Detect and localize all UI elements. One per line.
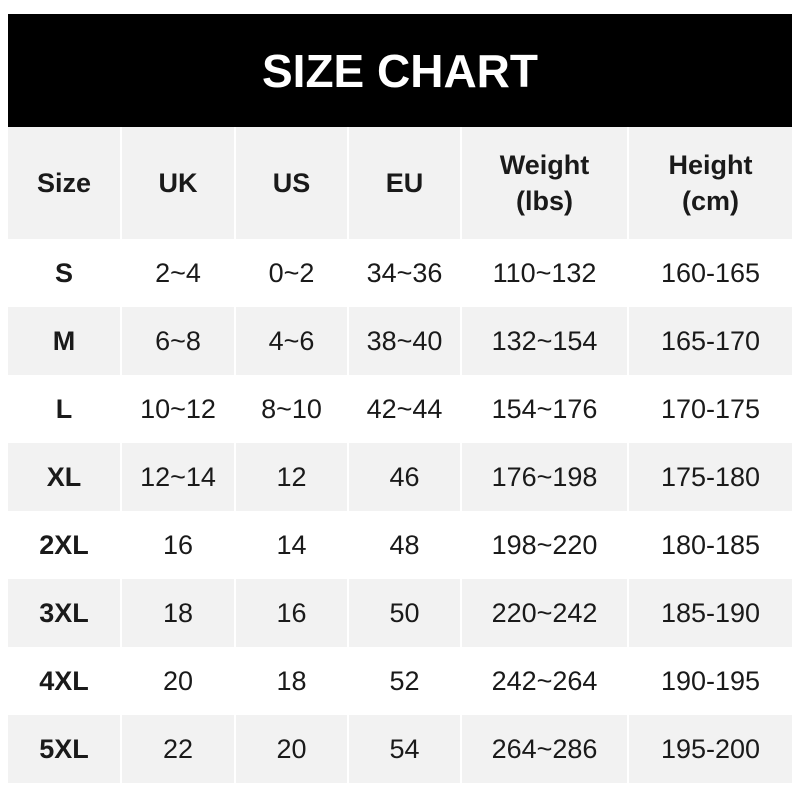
- table-cell: 12~14: [120, 443, 235, 511]
- table-cell: 54: [347, 715, 461, 783]
- table-cell: 180-185: [627, 511, 792, 579]
- column-header: Height (cm): [627, 127, 792, 239]
- table-row: 4XL 20 18 52 242~264 190-195: [8, 647, 792, 715]
- table-cell: 6~8: [120, 307, 235, 375]
- table-cell: 42~44: [347, 375, 461, 443]
- size-cell: S: [54, 257, 73, 288]
- column-header: Size: [8, 127, 121, 239]
- table-cell: 190-195: [627, 647, 792, 715]
- table-cell: 10~12: [120, 375, 235, 443]
- table-row: XL 12~14 12 46 176~198 175-180: [8, 443, 792, 511]
- table-cell: 165-170: [627, 307, 792, 375]
- table-cell: 2~4: [120, 239, 235, 307]
- table-cell: 46: [347, 443, 461, 511]
- table-cell: 48: [347, 511, 461, 579]
- table-cell: 14: [234, 511, 348, 579]
- table-cell: 132~154: [460, 307, 628, 375]
- table-cell: 198~220: [460, 511, 628, 579]
- table-cell: 170-175: [627, 375, 792, 443]
- size-cell: XL: [8, 443, 121, 511]
- size-cell: 4XL: [39, 665, 89, 696]
- table-cell: 18: [120, 579, 235, 647]
- table-cell: 16: [234, 579, 348, 647]
- table-cell: 4~6: [234, 307, 348, 375]
- chart-title: SIZE CHART: [8, 14, 792, 127]
- table-cell: 20: [234, 715, 348, 783]
- table-cell: 110~132: [460, 239, 628, 307]
- table-cell: 8~10: [234, 375, 348, 443]
- size-cell: M: [8, 307, 121, 375]
- column-header: US: [234, 127, 348, 239]
- table-row: 2XL 16 14 48 198~220 180-185: [8, 511, 792, 579]
- table-cell: 50: [347, 579, 461, 647]
- table-cell: 16: [120, 511, 235, 579]
- table-cell: 185-190: [627, 579, 792, 647]
- table-cell: 154~176: [460, 375, 628, 443]
- table-cell: 18: [234, 647, 348, 715]
- table-row: S 2~4 0~2 34~36 110~132 160-165: [8, 239, 792, 307]
- table-cell: 242~264: [460, 647, 628, 715]
- column-header: Weight (lbs): [460, 127, 628, 239]
- table-row: M 6~8 4~6 38~40 132~154 165-170: [8, 307, 792, 375]
- header-row: Size UK US EU Weight (lbs) Height (cm): [8, 127, 792, 239]
- size-table: Size UK US EU Weight (lbs) Height (cm) S 2~4 0~…: [8, 127, 792, 783]
- table-row: 3XL 18 16 50 220~242 185-190: [8, 579, 792, 647]
- table-cell: 0~2: [234, 239, 348, 307]
- table-cell: 22: [120, 715, 235, 783]
- size-cell: 5XL: [8, 715, 121, 783]
- table-cell: 20: [120, 647, 235, 715]
- column-header: EU: [347, 127, 461, 239]
- table-cell: 220~242: [460, 579, 628, 647]
- table-cell: 175-180: [627, 443, 792, 511]
- table-row: 5XL 22 20 54 264~286 195-200: [8, 715, 792, 783]
- table-cell: 264~286: [460, 715, 628, 783]
- table-cell: 195-200: [627, 715, 792, 783]
- size-chart: SIZE CHART Size UK US EU Weight (lbs) Height …: [8, 14, 792, 783]
- column-header: UK: [120, 127, 235, 239]
- table-cell: 34~36: [347, 239, 461, 307]
- table-cell: 52: [347, 647, 461, 715]
- table-cell: 12: [234, 443, 348, 511]
- size-cell: 2XL: [39, 529, 89, 560]
- size-cell: L: [55, 393, 73, 424]
- size-cell: 3XL: [8, 579, 121, 647]
- table-cell: 38~40: [347, 307, 461, 375]
- table-cell: 176~198: [460, 443, 628, 511]
- table-cell: 160-165: [627, 239, 792, 307]
- table-row: L 10~12 8~10 42~44 154~176 170-175: [8, 375, 792, 443]
